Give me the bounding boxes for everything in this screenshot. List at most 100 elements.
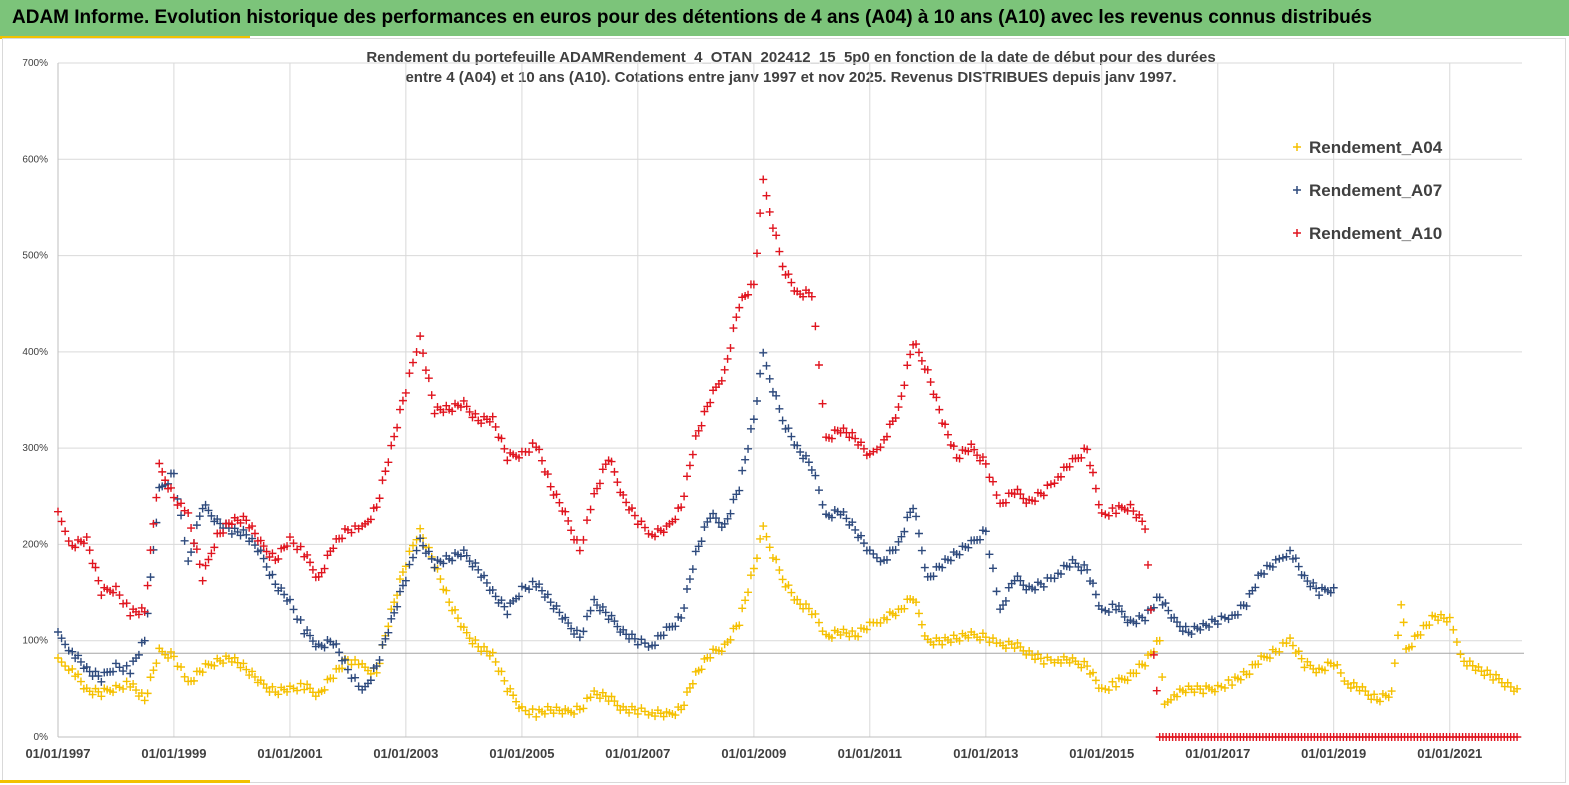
- data-point: [697, 421, 706, 430]
- data-point: [268, 549, 277, 558]
- data-point: [122, 661, 131, 670]
- data-point: [862, 625, 871, 634]
- data-point: [459, 546, 468, 555]
- data-point: [1016, 490, 1025, 499]
- data-point: [143, 689, 152, 698]
- data-point: [793, 441, 802, 450]
- legend: Rendement_A04 Rendement_A07 Rendement_A10: [1293, 138, 1443, 243]
- data-point: [1112, 682, 1121, 691]
- data-point: [1065, 658, 1074, 667]
- chart-title-line-1: Rendement du portefeuille ADAMRendement_…: [366, 49, 1215, 66]
- data-point: [303, 626, 312, 635]
- data-point: [894, 403, 903, 412]
- data-point: [195, 560, 204, 569]
- data-point: [320, 685, 329, 694]
- data-point: [166, 647, 175, 656]
- data-point: [1112, 509, 1121, 518]
- data-point: [1282, 552, 1291, 561]
- data-point: [1123, 676, 1132, 685]
- data-point: [285, 595, 294, 604]
- data-point: [155, 459, 164, 468]
- x-tick-label: 01/01/2019: [1301, 746, 1366, 761]
- data-point: [932, 393, 941, 402]
- data-point: [274, 554, 283, 563]
- data-point: [427, 391, 436, 400]
- data-point: [882, 555, 891, 564]
- data-point: [503, 610, 512, 619]
- data-point: [537, 586, 546, 595]
- data-point: [525, 585, 534, 594]
- legend-marker: [1293, 143, 1301, 151]
- data-point: [1010, 644, 1019, 653]
- data-point: [97, 591, 106, 600]
- data-point: [283, 687, 292, 696]
- data-point: [384, 628, 393, 637]
- data-point: [579, 535, 588, 544]
- data-point: [445, 598, 454, 607]
- data-point: [827, 513, 836, 522]
- data-point: [772, 391, 781, 400]
- data-point: [1282, 639, 1291, 648]
- data-point: [1309, 578, 1318, 587]
- data-point: [390, 608, 399, 617]
- data-point: [1513, 684, 1522, 693]
- data-point: [1039, 582, 1048, 591]
- data-point: [1126, 500, 1135, 509]
- data-point: [717, 647, 726, 656]
- data-point: [1465, 657, 1474, 666]
- data-point: [784, 424, 793, 433]
- data-point: [741, 596, 750, 605]
- data-point: [897, 532, 906, 541]
- data-point: [1265, 654, 1274, 663]
- data-point: [91, 563, 100, 572]
- data-point: [109, 588, 118, 597]
- data-point: [1152, 686, 1161, 695]
- data-point: [271, 580, 280, 589]
- data-point: [607, 692, 616, 701]
- data-point: [387, 441, 396, 450]
- data-point: [115, 663, 124, 672]
- data-point: [500, 444, 509, 453]
- data-point: [1019, 494, 1028, 503]
- data-point: [453, 614, 462, 623]
- data-point: [1001, 498, 1010, 507]
- data-point: [416, 524, 425, 533]
- data-point: [1300, 571, 1309, 580]
- data-point: [1303, 577, 1312, 586]
- data-point: [914, 609, 923, 618]
- data-point: [807, 292, 816, 301]
- data-point: [756, 534, 765, 543]
- data-point: [552, 490, 561, 499]
- data-point: [1196, 625, 1205, 634]
- data-point: [1050, 479, 1059, 488]
- data-point: [590, 489, 599, 498]
- data-point: [839, 507, 848, 516]
- data-point: [1013, 485, 1022, 494]
- data-point: [351, 673, 360, 682]
- data-point: [343, 665, 352, 674]
- data-point: [1141, 525, 1150, 534]
- axes: 0% 100% 200% 300% 400% 500% 600% 700% 01/01/1997…: [22, 58, 1524, 761]
- data-point: [765, 207, 774, 216]
- data-point: [436, 575, 445, 584]
- data-point: [405, 560, 414, 569]
- data-point: [607, 457, 616, 466]
- data-point: [564, 619, 573, 628]
- data-point: [857, 531, 866, 540]
- data-point: [525, 448, 534, 457]
- data-point: [314, 572, 323, 581]
- data-point: [146, 673, 155, 682]
- legend-label: Rendement_A10: [1309, 224, 1442, 243]
- data-point: [227, 520, 236, 529]
- data-point: [677, 503, 686, 512]
- data-point: [296, 542, 305, 551]
- data-point: [1065, 462, 1074, 471]
- data-point: [644, 529, 653, 538]
- data-point: [1086, 461, 1095, 470]
- data-point: [619, 625, 628, 634]
- data-point: [714, 518, 723, 527]
- data-point: [859, 539, 868, 548]
- data-point: [1245, 670, 1254, 679]
- data-point: [503, 456, 512, 465]
- data-point: [409, 553, 418, 562]
